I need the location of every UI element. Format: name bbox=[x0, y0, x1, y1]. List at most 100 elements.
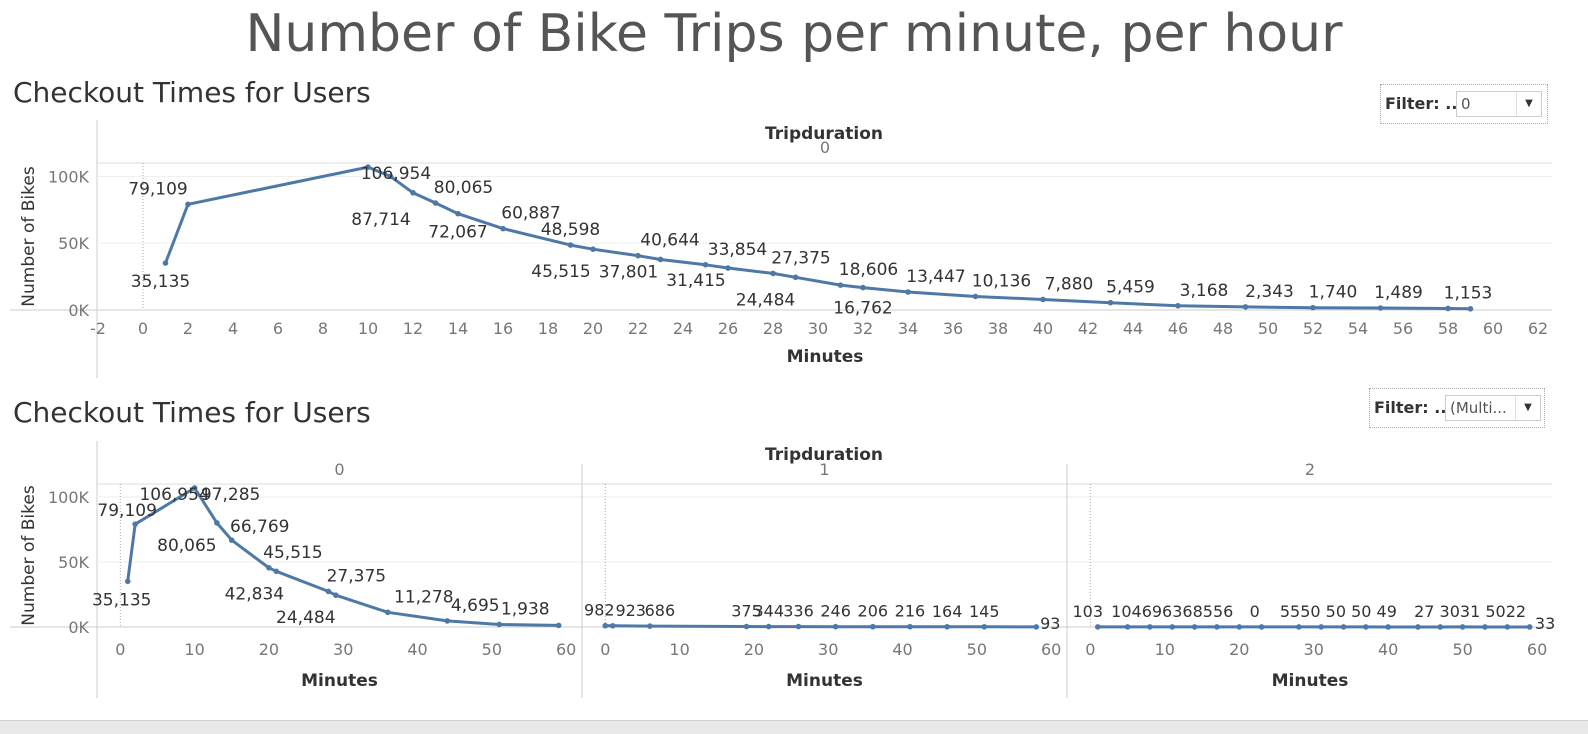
x-tick-label: 38 bbox=[988, 319, 1008, 338]
data-label: 2,343 bbox=[1245, 282, 1294, 302]
x-tick-label: 50 bbox=[1258, 319, 1278, 338]
data-point bbox=[796, 624, 802, 630]
data-point bbox=[1363, 624, 1369, 630]
x-tick-label: 22 bbox=[628, 319, 648, 338]
data-point bbox=[163, 260, 169, 266]
y-tick-label: 0K bbox=[68, 301, 89, 320]
data-point bbox=[905, 289, 911, 295]
data-label: 27 3031 5022 bbox=[1414, 602, 1526, 621]
x-tick-label: 48 bbox=[1213, 319, 1233, 338]
data-point bbox=[1296, 624, 1302, 630]
data-point bbox=[944, 624, 950, 630]
data-point bbox=[444, 618, 450, 624]
data-label: 344 bbox=[753, 602, 784, 621]
data-point bbox=[1236, 624, 1242, 630]
x-axis-label: Minutes bbox=[787, 347, 864, 367]
data-point bbox=[274, 569, 280, 575]
data-point bbox=[1108, 300, 1114, 306]
x-tick-label: 28 bbox=[763, 319, 783, 338]
data-label: 66,769 bbox=[230, 517, 289, 537]
data-label: 35,135 bbox=[92, 590, 151, 610]
data-label: 27,375 bbox=[771, 248, 830, 268]
data-label: 24,484 bbox=[276, 608, 335, 628]
data-point bbox=[1385, 624, 1391, 630]
data-point bbox=[1505, 624, 1511, 630]
x-tick-label: 40 bbox=[407, 640, 427, 659]
data-label: 24,484 bbox=[736, 290, 795, 310]
data-label: 42,834 bbox=[225, 584, 284, 604]
data-point bbox=[590, 246, 596, 252]
x-tick-label: 20 bbox=[259, 640, 279, 659]
data-label: 923 bbox=[615, 601, 646, 620]
y-tick-label: 100K bbox=[48, 488, 90, 507]
data-point bbox=[1482, 624, 1488, 630]
data-label: 5550 50 50 49 bbox=[1280, 602, 1397, 621]
data-point bbox=[1341, 624, 1347, 630]
x-tick-label: 0 bbox=[115, 640, 125, 659]
x-tick-label: 40 bbox=[1378, 640, 1398, 659]
x-tick-label: 46 bbox=[1168, 319, 1188, 338]
data-label: 3,168 bbox=[1180, 281, 1229, 301]
data-point bbox=[602, 623, 608, 629]
data-label: 104696368556 bbox=[1111, 602, 1233, 621]
data-label: 31,415 bbox=[666, 271, 725, 291]
data-label: 145 bbox=[969, 602, 1000, 621]
x-tick-label: 2 bbox=[183, 319, 193, 338]
data-point bbox=[1460, 624, 1466, 630]
x-tick-label: 10 bbox=[1155, 640, 1175, 659]
data-point bbox=[860, 285, 866, 291]
x-tick-label: 20 bbox=[1229, 640, 1249, 659]
data-label: 10,136 bbox=[972, 271, 1031, 291]
data-label: 103 bbox=[1073, 602, 1104, 621]
data-label: 45,515 bbox=[531, 262, 590, 282]
data-point bbox=[568, 242, 574, 248]
y-axis-label: Number of Bikes bbox=[19, 485, 39, 626]
x-axis-label: Minutes bbox=[1272, 671, 1349, 691]
data-label: 48,598 bbox=[541, 220, 600, 240]
data-label: 1,938 bbox=[501, 599, 550, 619]
data-point bbox=[1415, 624, 1421, 630]
x-tick-label: 6 bbox=[273, 319, 283, 338]
data-point bbox=[1040, 297, 1046, 303]
data-point bbox=[725, 265, 731, 271]
panel-label: 1 bbox=[819, 460, 829, 479]
data-label: 72,067 bbox=[428, 223, 487, 243]
x-tick-label: 4 bbox=[228, 319, 238, 338]
x-tick-label: 34 bbox=[898, 319, 918, 338]
x-tick-label: 20 bbox=[583, 319, 603, 338]
data-point bbox=[214, 520, 220, 526]
data-label: 40,644 bbox=[640, 231, 699, 251]
data-point bbox=[1175, 303, 1181, 309]
data-point bbox=[266, 565, 272, 571]
data-point bbox=[1033, 624, 1039, 630]
x-tick-label: 36 bbox=[943, 319, 963, 338]
data-point bbox=[635, 253, 641, 259]
x-tick-label: 58 bbox=[1438, 319, 1458, 338]
data-label: 106,954 bbox=[361, 164, 431, 184]
panel-label: 0 bbox=[820, 138, 830, 157]
data-point bbox=[132, 521, 138, 527]
x-tick-label: 30 bbox=[333, 640, 353, 659]
data-label: 686 bbox=[645, 601, 676, 620]
x-tick-label: 30 bbox=[1304, 640, 1324, 659]
x-tick-label: 60 bbox=[1527, 640, 1547, 659]
data-label: 33 bbox=[1535, 614, 1555, 633]
x-tick-label: 54 bbox=[1348, 319, 1368, 338]
x-tick-label: 10 bbox=[669, 640, 689, 659]
data-point bbox=[500, 226, 506, 232]
x-tick-label: 56 bbox=[1393, 319, 1413, 338]
x-tick-label: 10 bbox=[358, 319, 378, 338]
x-tick-label: 0 bbox=[600, 640, 610, 659]
data-point bbox=[385, 610, 391, 616]
data-label: 35,135 bbox=[131, 272, 190, 292]
data-label: 106,954 bbox=[139, 485, 209, 505]
x-tick-label: 62 bbox=[1528, 319, 1548, 338]
data-point bbox=[647, 623, 653, 629]
x-tick-label: 50 bbox=[967, 640, 987, 659]
y-tick-label: 50K bbox=[58, 553, 89, 572]
data-label: 7,880 bbox=[1045, 274, 1094, 294]
x-tick-label: 50 bbox=[482, 640, 502, 659]
data-point bbox=[1192, 624, 1198, 630]
data-label: 164 bbox=[932, 602, 963, 621]
data-label: 216 bbox=[895, 602, 926, 621]
